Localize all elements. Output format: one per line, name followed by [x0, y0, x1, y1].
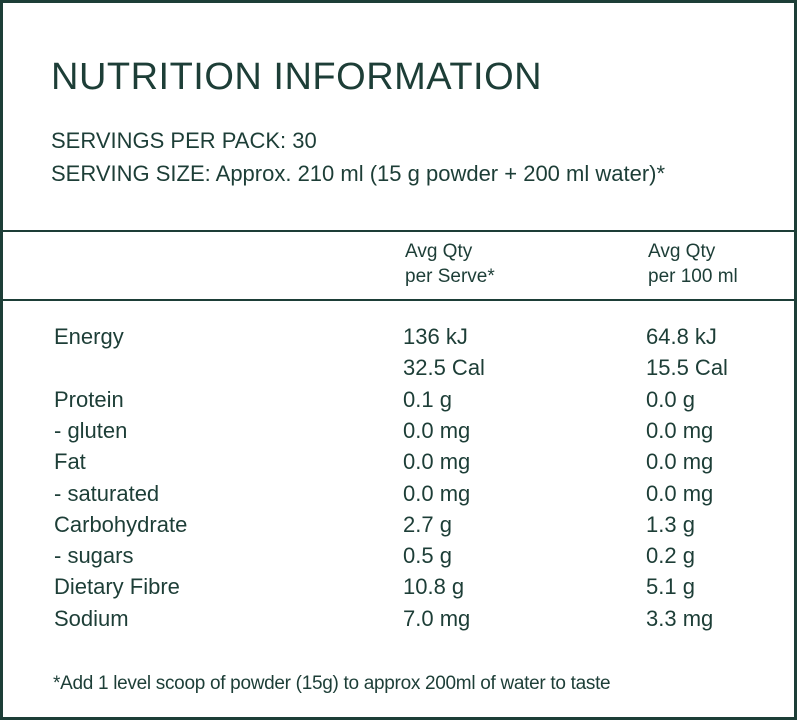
nutrient-value: 0.0 mg: [403, 417, 471, 443]
nutrient-value: 7.0 mg: [403, 605, 471, 631]
footnote: *Add 1 level scoop of powder (15g) to ap…: [53, 673, 611, 694]
column-header: per 100 ml: [648, 266, 738, 287]
nutrient-value: 0.5 g: [403, 543, 452, 569]
nutrient-value: 1.3 g: [646, 511, 695, 537]
nutrient-label: - saturated: [54, 480, 160, 506]
column-header: Avg Qty: [648, 241, 716, 262]
nutrient-value: 0.0 mg: [646, 480, 714, 506]
nutrient-label: Carbohydrate: [54, 511, 188, 537]
nutrient-value: 32.5 Cal: [403, 355, 485, 381]
nutrient-value: 0.2 g: [646, 543, 695, 569]
nutrient-value: 136 kJ: [403, 324, 468, 349]
column-header: Avg Qty: [405, 241, 473, 262]
serving-size: SERVING SIZE: Approx. 210 ml (15 g powde…: [51, 161, 666, 186]
nutrient-label: - sugars: [54, 543, 134, 569]
nutrient-value: 3.3 mg: [646, 605, 714, 631]
nutrient-value: 64.8 kJ: [646, 324, 717, 349]
nutrient-label: - gluten: [54, 417, 128, 443]
nutrient-label: Sodium: [54, 605, 129, 631]
title: NUTRITION INFORMATION: [51, 56, 543, 98]
servings-per-pack: SERVINGS PER PACK: 30: [51, 128, 317, 153]
nutrient-value: 0.0 mg: [403, 480, 471, 506]
nutrient-value: 0.0 mg: [646, 417, 714, 443]
divider: [3, 230, 794, 232]
nutrient-label: Fat: [54, 449, 86, 475]
nutrient-value: 0.0 g: [646, 386, 695, 412]
column-header: per Serve*: [405, 266, 495, 287]
nutrient-value: 10.8 g: [403, 574, 465, 600]
nutrient-value: 15.5 Cal: [646, 355, 728, 381]
nutrient-value: 2.7 g: [403, 511, 452, 537]
nutrient-label: Dietary Fibre: [54, 574, 180, 600]
nutrient-value: 0.1 g: [403, 386, 452, 412]
nutrient-label: Energy: [54, 324, 124, 349]
nutrient-label: Protein: [54, 386, 124, 412]
divider: [3, 299, 794, 301]
nutrient-value: 5.1 g: [646, 574, 695, 600]
nutrient-value: 0.0 mg: [646, 449, 714, 475]
nutrient-value: 0.0 mg: [403, 449, 471, 475]
